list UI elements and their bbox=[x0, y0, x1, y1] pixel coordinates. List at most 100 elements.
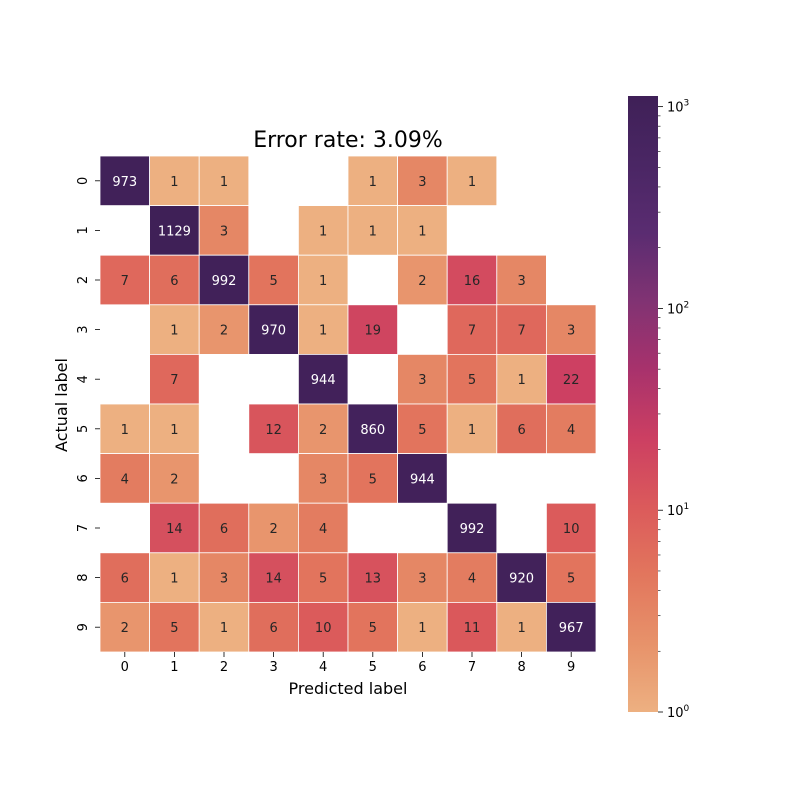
cell-value-label: 5 bbox=[418, 423, 426, 438]
cell-value-label: 4 bbox=[121, 472, 129, 487]
x-tick-label: 7 bbox=[468, 660, 476, 675]
heatmap-cell bbox=[149, 453, 200, 504]
cell-value-label: 1 bbox=[418, 224, 426, 239]
heatmap-cell bbox=[297, 304, 349, 355]
y-tick-label: 3 bbox=[76, 325, 91, 333]
cell-value-label: 1 bbox=[369, 175, 377, 190]
x-tick-label: 4 bbox=[319, 660, 327, 675]
cell-value-label: 7 bbox=[121, 274, 129, 289]
heatmap-cell bbox=[99, 602, 150, 653]
heatmap-cell bbox=[446, 353, 498, 405]
cell-value-label: 12 bbox=[265, 423, 282, 438]
heatmap-cell bbox=[99, 254, 150, 306]
cell-value-label: 5 bbox=[468, 373, 476, 388]
heatmap-cell bbox=[297, 353, 349, 405]
y-tick-label: 0 bbox=[76, 177, 91, 185]
heatmap-cell bbox=[99, 453, 150, 504]
x-tick-label: 2 bbox=[220, 660, 228, 675]
cell-value-label: 3 bbox=[418, 572, 426, 587]
heatmap-cell bbox=[397, 453, 448, 504]
cell-value-label: 14 bbox=[265, 572, 282, 587]
cell-value-label: 973 bbox=[112, 175, 137, 190]
cell-value-label: 1 bbox=[369, 224, 377, 239]
cell-value-label: 1 bbox=[517, 373, 525, 388]
heatmap-cell bbox=[198, 155, 250, 206]
colorbar-tick-label: 101 bbox=[667, 502, 689, 519]
cell-value-label: 4 bbox=[468, 572, 476, 587]
heatmap-cell bbox=[198, 205, 250, 256]
y-tick-label: 8 bbox=[76, 573, 91, 581]
heatmap-cell bbox=[248, 602, 299, 653]
colorbar: 100 101 102 103 bbox=[628, 96, 690, 721]
cell-value-label: 1 bbox=[121, 423, 129, 438]
cell-value-label: 944 bbox=[311, 373, 336, 388]
y-axis-label: Actual label bbox=[52, 358, 71, 452]
x-tick-label: 0 bbox=[121, 660, 129, 675]
cell-value-label: 992 bbox=[212, 274, 237, 289]
cell-value-label: 1 bbox=[319, 274, 327, 289]
cell-value-label: 19 bbox=[365, 324, 382, 339]
cell-value-label: 5 bbox=[567, 572, 575, 587]
heatmap-cell bbox=[446, 552, 498, 603]
y-tick-label: 7 bbox=[76, 524, 91, 532]
heatmap-cell bbox=[198, 502, 250, 554]
cell-value-label: 16 bbox=[464, 274, 481, 289]
cell-value-label: 3 bbox=[220, 224, 228, 239]
cell-value-label: 1 bbox=[170, 324, 178, 339]
colorbar-tick-label: 103 bbox=[667, 99, 689, 116]
cell-value-label: 13 bbox=[365, 572, 382, 587]
heatmap-cell bbox=[149, 304, 200, 355]
x-axis-ticks: 0 1 2 3 4 5 6 7 8 9 bbox=[121, 652, 575, 675]
heatmap-cell bbox=[347, 304, 398, 355]
cell-value-label: 5 bbox=[170, 621, 178, 636]
heatmap-cell bbox=[198, 254, 250, 306]
y-tick-label: 4 bbox=[76, 375, 91, 383]
heatmap-cell bbox=[198, 602, 250, 653]
heatmap-cell bbox=[297, 254, 349, 306]
heatmap-cell bbox=[546, 403, 597, 454]
heatmap-cell bbox=[149, 552, 200, 603]
cell-value-label: 2 bbox=[170, 472, 178, 487]
cell-value-label: 1 bbox=[517, 621, 525, 636]
cell-value-label: 3 bbox=[319, 472, 327, 487]
heatmap-cell bbox=[446, 502, 498, 554]
heatmap-cell bbox=[198, 552, 250, 603]
x-tick-label: 3 bbox=[269, 660, 277, 675]
cell-value-label: 3 bbox=[220, 572, 228, 587]
heatmap-cell bbox=[347, 205, 398, 256]
heatmap-cell bbox=[496, 403, 547, 454]
cell-value-label: 7 bbox=[170, 373, 178, 388]
heatmap-cell bbox=[397, 205, 448, 256]
heatmap-cell bbox=[248, 304, 299, 355]
cell-value-label: 1 bbox=[220, 621, 228, 636]
cell-value-label: 6 bbox=[121, 572, 129, 587]
heatmap-cell bbox=[446, 254, 498, 306]
heatmap-cell bbox=[297, 403, 349, 454]
cell-value-label: 1 bbox=[170, 423, 178, 438]
y-tick-label: 1 bbox=[76, 226, 91, 234]
cell-value-label: 1 bbox=[468, 175, 476, 190]
cell-value-label: 14 bbox=[166, 522, 183, 537]
cell-value-label: 1 bbox=[319, 224, 327, 239]
heatmap-cell bbox=[149, 353, 200, 405]
colorbar-tick-label: 102 bbox=[667, 300, 689, 317]
heatmap-cell bbox=[248, 502, 299, 554]
cell-value-label: 1129 bbox=[158, 224, 191, 239]
heatmap-cell bbox=[397, 403, 448, 454]
cell-value-label: 944 bbox=[410, 472, 435, 487]
cell-value-label: 6 bbox=[170, 274, 178, 289]
cell-value-label: 2 bbox=[220, 324, 228, 339]
cell-value-label: 1 bbox=[220, 175, 228, 190]
heatmap-cell bbox=[397, 254, 448, 306]
heatmap-cell bbox=[149, 502, 200, 554]
cell-value-label: 992 bbox=[460, 522, 485, 537]
cell-value-label: 11 bbox=[464, 621, 481, 636]
cell-value-label: 1 bbox=[418, 621, 426, 636]
cell-value-label: 2 bbox=[418, 274, 426, 289]
heatmap-cell bbox=[198, 304, 250, 355]
colorbar-gradient bbox=[628, 96, 658, 712]
cell-value-label: 2 bbox=[121, 621, 129, 636]
